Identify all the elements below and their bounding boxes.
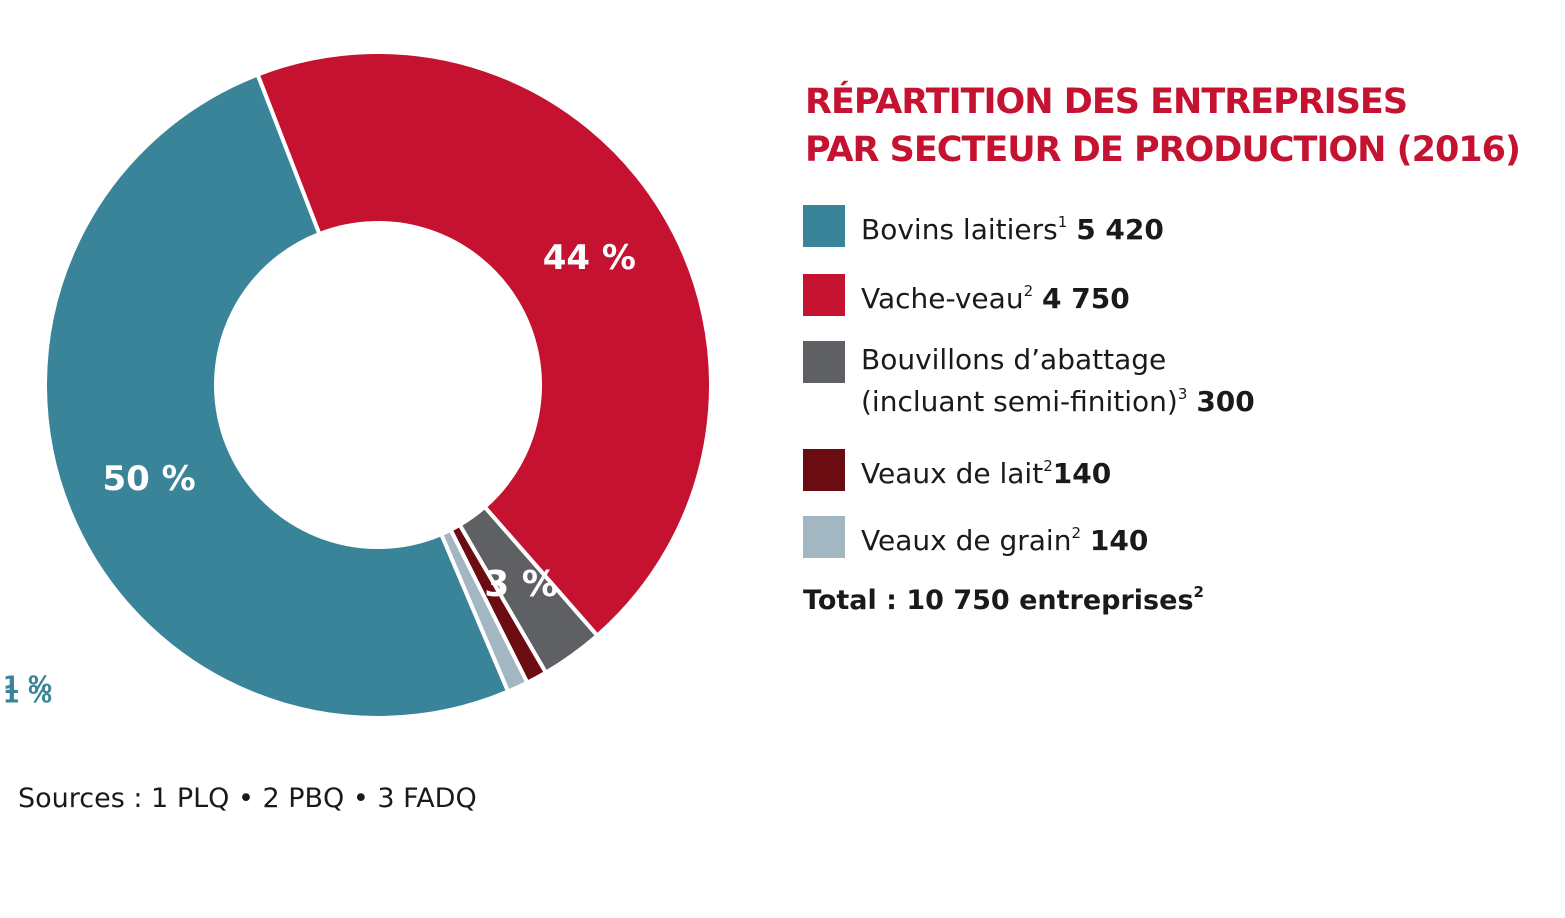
legend-count: 140: [1052, 457, 1112, 490]
legend-label: Vache-veau2 4 750: [861, 278, 1130, 320]
legend-name: Bovins laitiers: [861, 213, 1058, 246]
legend-count: 5 420: [1076, 213, 1164, 246]
sources-note: Sources : 1 PLQ • 2 PBQ • 3 FADQ: [18, 783, 477, 814]
legend-footnote: 2: [1023, 282, 1034, 300]
total-footnote: 2: [1193, 583, 1204, 601]
slice-label-bovins-laitiers: 50 %: [103, 459, 196, 499]
chart-title-line-1: RÉPARTITION DES ENTREPRISES: [805, 82, 1408, 122]
legend-count: 4 750: [1042, 282, 1130, 315]
legend-label: Veaux de lait2140: [861, 453, 1111, 495]
legend-label: Bovins laitiers1 5 420: [861, 209, 1164, 251]
legend-name-line-2: (incluant semi-finition): [861, 385, 1178, 418]
legend-swatch: [803, 516, 845, 558]
slice-label-veaux-de-grain: 1 %: [3, 681, 52, 709]
legend-name: Bouvillons d’abattage: [861, 343, 1167, 376]
legend-swatch: [803, 205, 845, 247]
legend-name: Veaux de grain: [861, 524, 1072, 557]
slice-label-veaux-de-lait: 1 %: [3, 671, 52, 699]
legend-swatch: [803, 341, 845, 383]
legend-swatch: [803, 449, 845, 491]
slice-vache-veau: [255, 50, 713, 639]
total-text: Total : 10 750 entreprises: [803, 585, 1194, 616]
legend-count: 300: [1196, 385, 1255, 418]
slice-veaux-de-grain: [438, 527, 530, 695]
legend-label: Veaux de grain2 140: [861, 520, 1148, 562]
legend-swatch: [803, 274, 845, 316]
slice-label-bouvillons: 3 %: [484, 564, 558, 605]
chart-title-line-2: PAR SECTEUR DE PRODUCTION (2016): [805, 130, 1521, 170]
legend-footnote: 2: [1071, 524, 1081, 542]
total-label: Total : 10 750 entreprises2: [803, 583, 1204, 617]
legend-label: Bouvillons d’abattage (incluant semi-fin…: [861, 339, 1255, 423]
legend-name: Veaux de lait: [861, 457, 1044, 490]
chart-title: RÉPARTITION DES ENTREPRISES PAR SECTEUR …: [805, 78, 1545, 174]
legend-count: 140: [1089, 524, 1149, 557]
legend-footnote: 1: [1057, 213, 1068, 231]
legend-footnote: 3: [1177, 385, 1188, 403]
slice-label-vache-veau: 44 %: [543, 238, 636, 278]
legend-name: Vache-veau: [861, 282, 1024, 315]
legend-footnote: 2: [1043, 457, 1053, 475]
donut-chart: 50 % 44 % 3 % 1 %1 %: [3, 50, 713, 720]
slice-bovins-laitiers: [43, 71, 511, 720]
